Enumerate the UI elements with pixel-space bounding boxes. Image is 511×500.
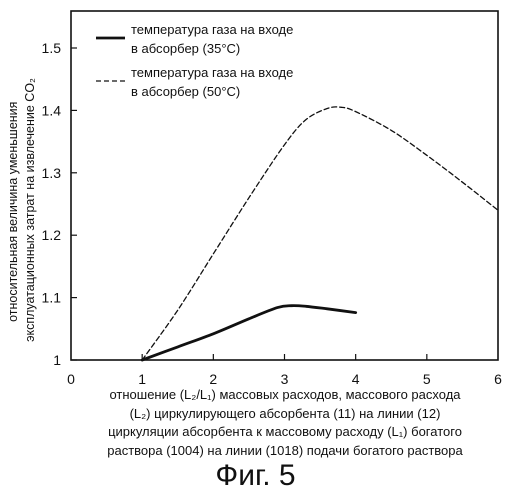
y-tick-label: 1.4 <box>42 102 62 118</box>
series-line-2 <box>142 107 498 360</box>
x-tick-label: 3 <box>281 371 289 387</box>
x-axis-label: отношение (L₂/L₁) массовых расходов, мас… <box>60 386 510 460</box>
y-tick-label: 1.1 <box>42 290 62 306</box>
legend-label-1-line-2: в абсорбер (35°С) <box>131 41 240 56</box>
x-tick-label: 0 <box>67 371 75 387</box>
x-axis-ticks: 0 1 2 3 4 5 6 <box>67 354 502 387</box>
y-axis-label-line-2: эксплуатационных затрат на извлечение CO… <box>23 78 37 342</box>
x-axis-label-line-1: отношение (L₂/L₁) массовых расходов, мас… <box>60 386 510 405</box>
plot-frame <box>71 11 498 360</box>
legend-label-2-line-1: температура газа на входе <box>131 65 293 80</box>
legend-label-1-line-1: температура газа на входе <box>131 22 293 37</box>
x-tick-label: 1 <box>138 371 146 387</box>
x-axis-label-line-3: циркуляции абсорбента к массовому расход… <box>60 423 510 442</box>
x-tick-label: 5 <box>423 371 431 387</box>
x-axis-label-line-2: (L₂) циркулирующего абсорбента (11) на л… <box>60 405 510 424</box>
y-tick-label: 1 <box>53 352 61 368</box>
figure-caption: Фиг. 5 <box>0 458 511 494</box>
y-tick-label: 1.2 <box>42 227 62 243</box>
legend: температура газа на входе в абсорбер (35°… <box>96 22 293 99</box>
x-tick-label: 2 <box>209 371 217 387</box>
y-tick-label: 1.5 <box>42 40 62 56</box>
y-tick-label: 1.3 <box>42 165 62 181</box>
series-line-1 <box>142 306 356 360</box>
y-axis-label: относительная величина уменьшения эксплу… <box>6 78 37 342</box>
y-axis-label-line-1: относительная величина уменьшения <box>6 102 20 322</box>
series-layer <box>142 107 498 360</box>
x-tick-label: 4 <box>352 371 360 387</box>
x-tick-label: 6 <box>494 371 502 387</box>
legend-label-2-line-2: в абсорбер (50°С) <box>131 84 240 99</box>
